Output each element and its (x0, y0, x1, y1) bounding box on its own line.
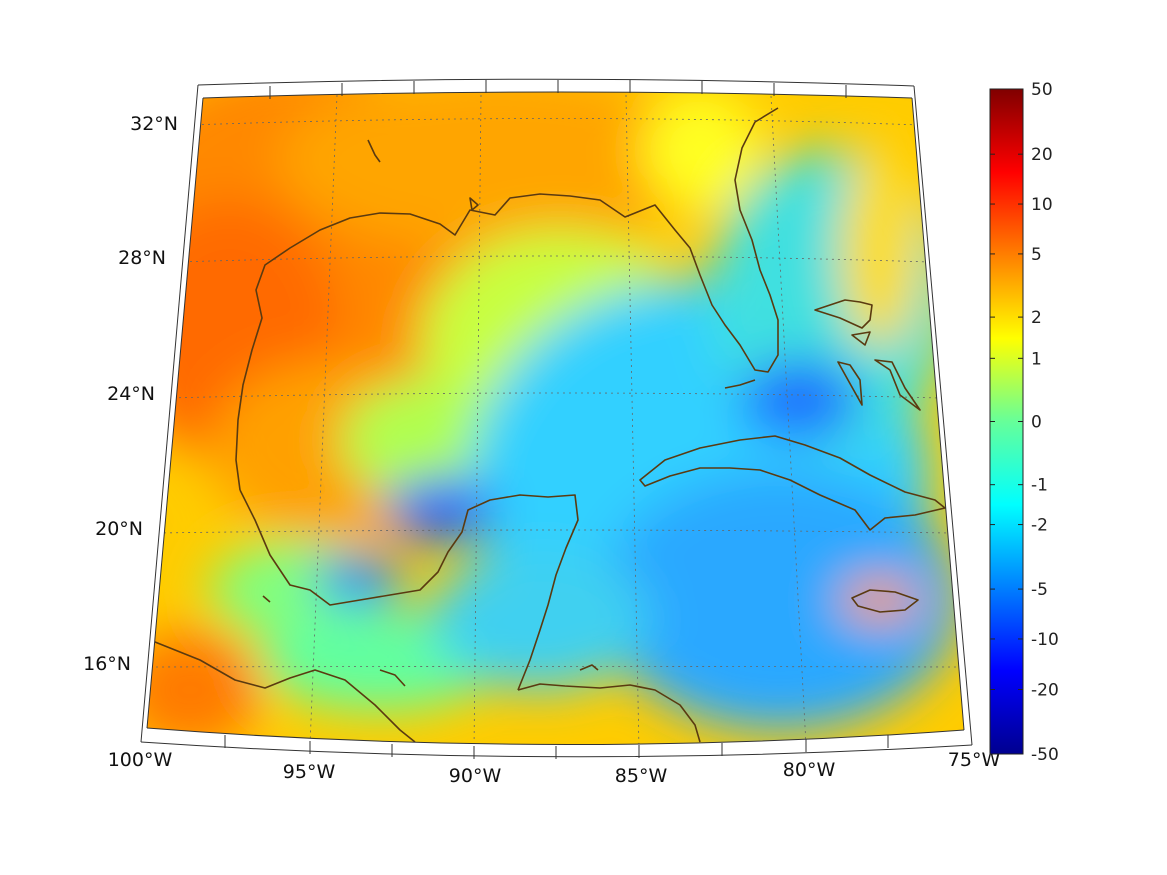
colorbar-tick-label: -2 (1031, 516, 1048, 536)
colorbar-tick-label: 20 (1031, 145, 1053, 165)
colorbar-tick-label: -10 (1031, 630, 1059, 650)
colorbar-gradient (989, 88, 1024, 755)
map-frame (140, 78, 973, 759)
lon-label: 80°W (783, 759, 836, 781)
colorbar-tick-label: 5 (1031, 245, 1042, 265)
colorbar-tick-label: 50 (1031, 80, 1053, 100)
colorbar-tick-label: 10 (1031, 195, 1053, 215)
gulf-coast-north (235, 107, 779, 491)
lon-label: 100°W (108, 749, 173, 771)
yucatan-coast (239, 489, 579, 691)
lat-label: 32°N (130, 113, 178, 135)
lat-label: 28°N (118, 247, 166, 269)
jamaica-coast (851, 589, 919, 613)
colorbar-tick-label: 1 (1031, 349, 1042, 369)
lon-label: 75°W (948, 749, 1001, 771)
data-field (147, 92, 964, 745)
graticule (149, 94, 959, 745)
colorbar-tick-label: -20 (1031, 680, 1059, 700)
central-america-coast (517, 683, 701, 743)
colorbar-tick-label: 0 (1031, 413, 1042, 433)
pacific-coast (149, 639, 416, 743)
latitude-labels: 32°N 28°N 24°N 20°N 16°N (83, 113, 178, 675)
lat-label: 20°N (95, 518, 143, 540)
lon-label: 95°W (283, 761, 336, 783)
cuba-coast (639, 435, 946, 531)
lat-label: 16°N (83, 653, 131, 675)
colorbar-tick-label: -1 (1031, 476, 1048, 496)
lon-label: 90°W (449, 765, 502, 787)
lat-label: 24°N (107, 383, 155, 405)
colorbar-tick-label: -50 (1031, 745, 1059, 765)
longitude-labels: 100°W 95°W 90°W 85°W 80°W 75°W (108, 749, 1001, 787)
colorbar-tick-label: -5 (1031, 580, 1048, 600)
colorbar-tick-label: 2 (1031, 308, 1042, 328)
coastlines (149, 107, 946, 743)
lon-label: 85°W (615, 765, 668, 787)
